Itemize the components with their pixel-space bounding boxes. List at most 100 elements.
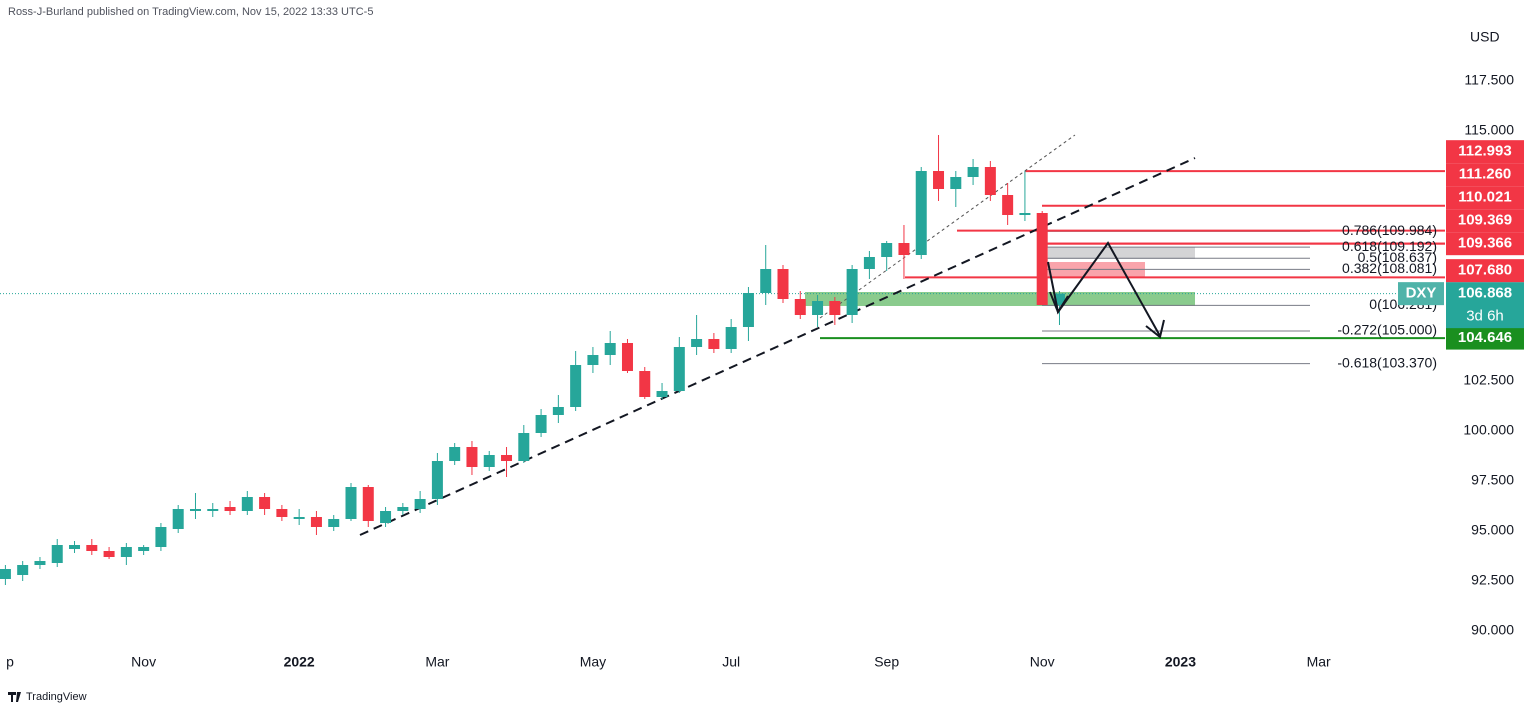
x-tick-label: 2022 xyxy=(284,654,315,670)
candle-body xyxy=(604,343,616,355)
candle-body xyxy=(881,243,893,257)
level-label-bg xyxy=(1446,209,1524,233)
candle-body xyxy=(362,487,374,521)
arrow-head xyxy=(1145,319,1165,339)
y-tick-label: 95.000 xyxy=(1471,522,1514,538)
x-tick-label: p xyxy=(6,654,14,670)
candle-body xyxy=(103,551,115,557)
candle-body xyxy=(449,447,461,461)
projection-arrows xyxy=(1047,241,1165,339)
countdown-label: 3d 6h xyxy=(1466,308,1504,325)
candle-body xyxy=(587,355,599,365)
trend-line-thin xyxy=(819,134,1076,319)
candle-body xyxy=(846,269,858,315)
publisher-note: Ross-J-Burland published on TradingView.… xyxy=(8,6,373,18)
y-tick-label: 102.500 xyxy=(1463,372,1514,388)
fib-label: -0.618(103.370) xyxy=(1337,354,1437,370)
candle-body xyxy=(51,545,63,563)
y-tick-label: 117.500 xyxy=(1464,72,1514,88)
candle-body xyxy=(829,301,841,315)
x-tick-label: Sep xyxy=(874,654,899,670)
level-label: 112.993 xyxy=(1458,143,1511,160)
candle-body xyxy=(812,301,824,315)
candle-body xyxy=(34,561,46,565)
logo xyxy=(8,692,21,702)
currency-label: USD xyxy=(1470,29,1500,45)
level-label-bg xyxy=(1446,259,1524,283)
candle-body xyxy=(777,269,789,299)
candle-body xyxy=(518,433,530,461)
y-tick-label: 115.000 xyxy=(1464,122,1514,138)
y-tick-label: 97.500 xyxy=(1471,472,1514,488)
candle-body xyxy=(276,509,288,517)
candle-body xyxy=(259,497,271,509)
level-label: 109.369 xyxy=(1458,212,1512,229)
candle-body xyxy=(466,447,478,467)
candle-body xyxy=(898,243,910,255)
candle-body xyxy=(1036,213,1048,305)
candle-body xyxy=(950,177,962,189)
trend-line xyxy=(359,157,1196,536)
candle-body xyxy=(345,487,357,519)
candle-body xyxy=(17,565,29,575)
y-tick-label: 92.500 xyxy=(1471,572,1514,588)
candle-body xyxy=(0,569,11,579)
candle-body xyxy=(138,547,150,551)
candle-body xyxy=(691,339,703,347)
candle-body xyxy=(431,461,443,499)
fib-label: 0.786(109.984) xyxy=(1342,222,1437,238)
candle-body xyxy=(1053,293,1065,305)
level-label-bg xyxy=(1446,232,1524,256)
symbol-label: DXY xyxy=(1406,285,1437,302)
level-label: 111.260 xyxy=(1459,166,1512,183)
candle-body xyxy=(933,171,945,189)
candle-body xyxy=(501,455,513,461)
candle-body xyxy=(69,545,81,549)
last-price-label: 106.868 xyxy=(1458,285,1512,302)
candle-body xyxy=(293,517,305,519)
candle-body xyxy=(380,511,392,523)
footer-brand: TradingView xyxy=(26,691,87,703)
candle-body xyxy=(984,167,996,195)
candle-body xyxy=(120,547,132,557)
candle-body xyxy=(760,269,772,293)
level-label: 109.366 xyxy=(1458,235,1512,252)
x-tick-label: 2023 xyxy=(1165,654,1196,670)
candle-body xyxy=(570,365,582,407)
candle-body xyxy=(1002,195,1014,215)
candle-body xyxy=(483,455,495,467)
candle-body xyxy=(414,499,426,509)
candle-body xyxy=(86,545,98,551)
footer: TradingView xyxy=(8,691,87,703)
fib-label: 0.618(109.192) xyxy=(1342,238,1437,254)
candle-body xyxy=(1019,213,1031,215)
candle-body xyxy=(189,509,201,511)
candle-body xyxy=(863,257,875,269)
y-tick-label: 90.000 xyxy=(1471,622,1514,638)
zone xyxy=(1048,247,1195,259)
level-label: 107.680 xyxy=(1458,262,1512,279)
level-label-bg xyxy=(1446,186,1524,210)
level-label-bg xyxy=(1446,163,1524,187)
candle-body xyxy=(241,497,253,511)
fib-label: 0.382(108.081) xyxy=(1342,260,1437,276)
last-price-bg xyxy=(1446,282,1524,329)
x-tick-label: Nov xyxy=(131,654,156,670)
candle-body xyxy=(172,509,184,529)
candle-body xyxy=(397,507,409,511)
candle-body xyxy=(639,371,651,397)
candle-body xyxy=(552,407,564,415)
candle-body xyxy=(708,339,720,349)
candle-body xyxy=(535,415,547,433)
symbol-label-bg xyxy=(1398,282,1444,306)
projection-path xyxy=(1047,241,1161,337)
candle-body xyxy=(328,519,340,527)
candle-body xyxy=(224,507,236,511)
support-label-bg xyxy=(1446,326,1524,350)
candle-body xyxy=(794,299,806,315)
candle-body xyxy=(155,527,167,547)
x-tick-label: Mar xyxy=(1307,654,1331,670)
x-tick-label: Nov xyxy=(1030,654,1055,670)
arrow-head xyxy=(1049,291,1069,315)
